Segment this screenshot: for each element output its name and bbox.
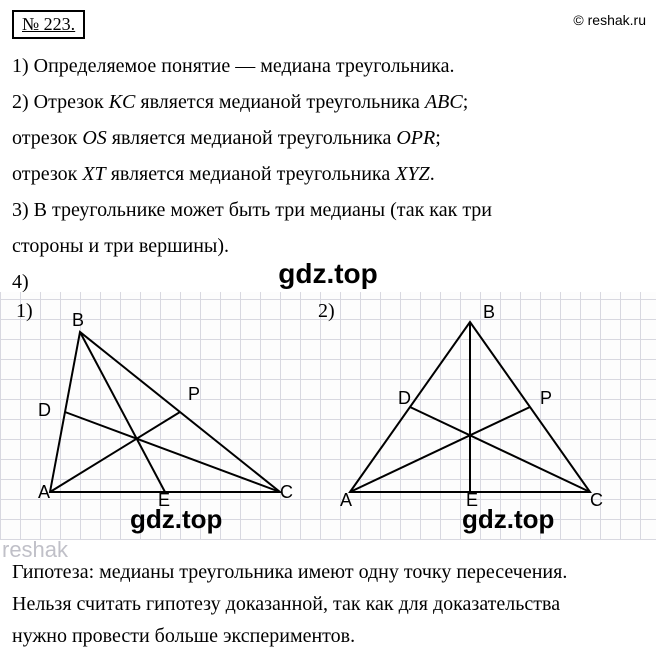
copyright: © reshak.ru (573, 12, 646, 28)
vlabel-c1: C (280, 482, 293, 503)
t: отрезок (12, 163, 82, 185)
var-xt: XT (82, 163, 105, 185)
bottom-3: нужно провести больше экспериментов. (12, 620, 644, 652)
t: является медианой треугольника (106, 163, 396, 185)
t: ; (463, 91, 469, 113)
vlabel-d2: D (398, 388, 411, 409)
t: 2) Отрезок (12, 91, 109, 113)
t: является медианой треугольника (107, 127, 397, 149)
vlabel-b2: B (483, 302, 495, 323)
t: медиана треугольника. (255, 55, 454, 77)
t: 1) Определяемое понятие (12, 55, 235, 77)
var-os: OS (82, 127, 106, 149)
triangle-2-svg (330, 312, 610, 512)
vlabel-p1: P (188, 384, 200, 405)
vlabel-d1: D (38, 400, 51, 421)
var-xyz: XYZ (395, 163, 429, 185)
var-opr: OPR (396, 127, 435, 149)
t: отрезок (12, 127, 82, 149)
vlabel-a2: A (340, 490, 352, 511)
bottom-text: Гипотеза: медианы треугольника имеют одн… (12, 556, 644, 652)
watermark-reshak: reshak (2, 537, 68, 563)
watermark-center: gdz.top (278, 258, 378, 290)
t: является медианой треугольника (135, 91, 425, 113)
vlabel-a1: A (38, 482, 50, 503)
vlabel-p2: P (540, 388, 552, 409)
problem-number: № 223. (12, 10, 85, 39)
t: ; (435, 127, 441, 149)
watermark-bottom-left: gdz.top (130, 504, 222, 535)
t: . (430, 163, 435, 185)
bottom-1: Гипотеза: медианы треугольника имеют одн… (12, 556, 644, 588)
vlabel-b1: B (72, 310, 84, 331)
line-1: 1) Определяемое понятие — медиана треуго… (12, 50, 644, 82)
line-2: 2) Отрезок KC является медианой треуголь… (12, 86, 644, 118)
watermark-bottom-right: gdz.top (462, 504, 554, 535)
var-abc: ABC (425, 91, 463, 113)
diagram-section: 1) 2) A B C D E P A B C D E P gdz.top gd… (0, 292, 656, 540)
t: — (235, 55, 255, 77)
line-5: 3) В треугольнике может быть три медианы… (12, 194, 644, 226)
triangle-1-svg (30, 312, 290, 512)
var-kc: KC (109, 91, 136, 113)
line-4: отрезок XT является медианой треугольник… (12, 158, 644, 190)
vlabel-c2: C (590, 490, 603, 511)
bottom-2: Нельзя считать гипотезу доказанной, так … (12, 588, 644, 620)
line-3: отрезок OS является медианой треугольник… (12, 122, 644, 154)
